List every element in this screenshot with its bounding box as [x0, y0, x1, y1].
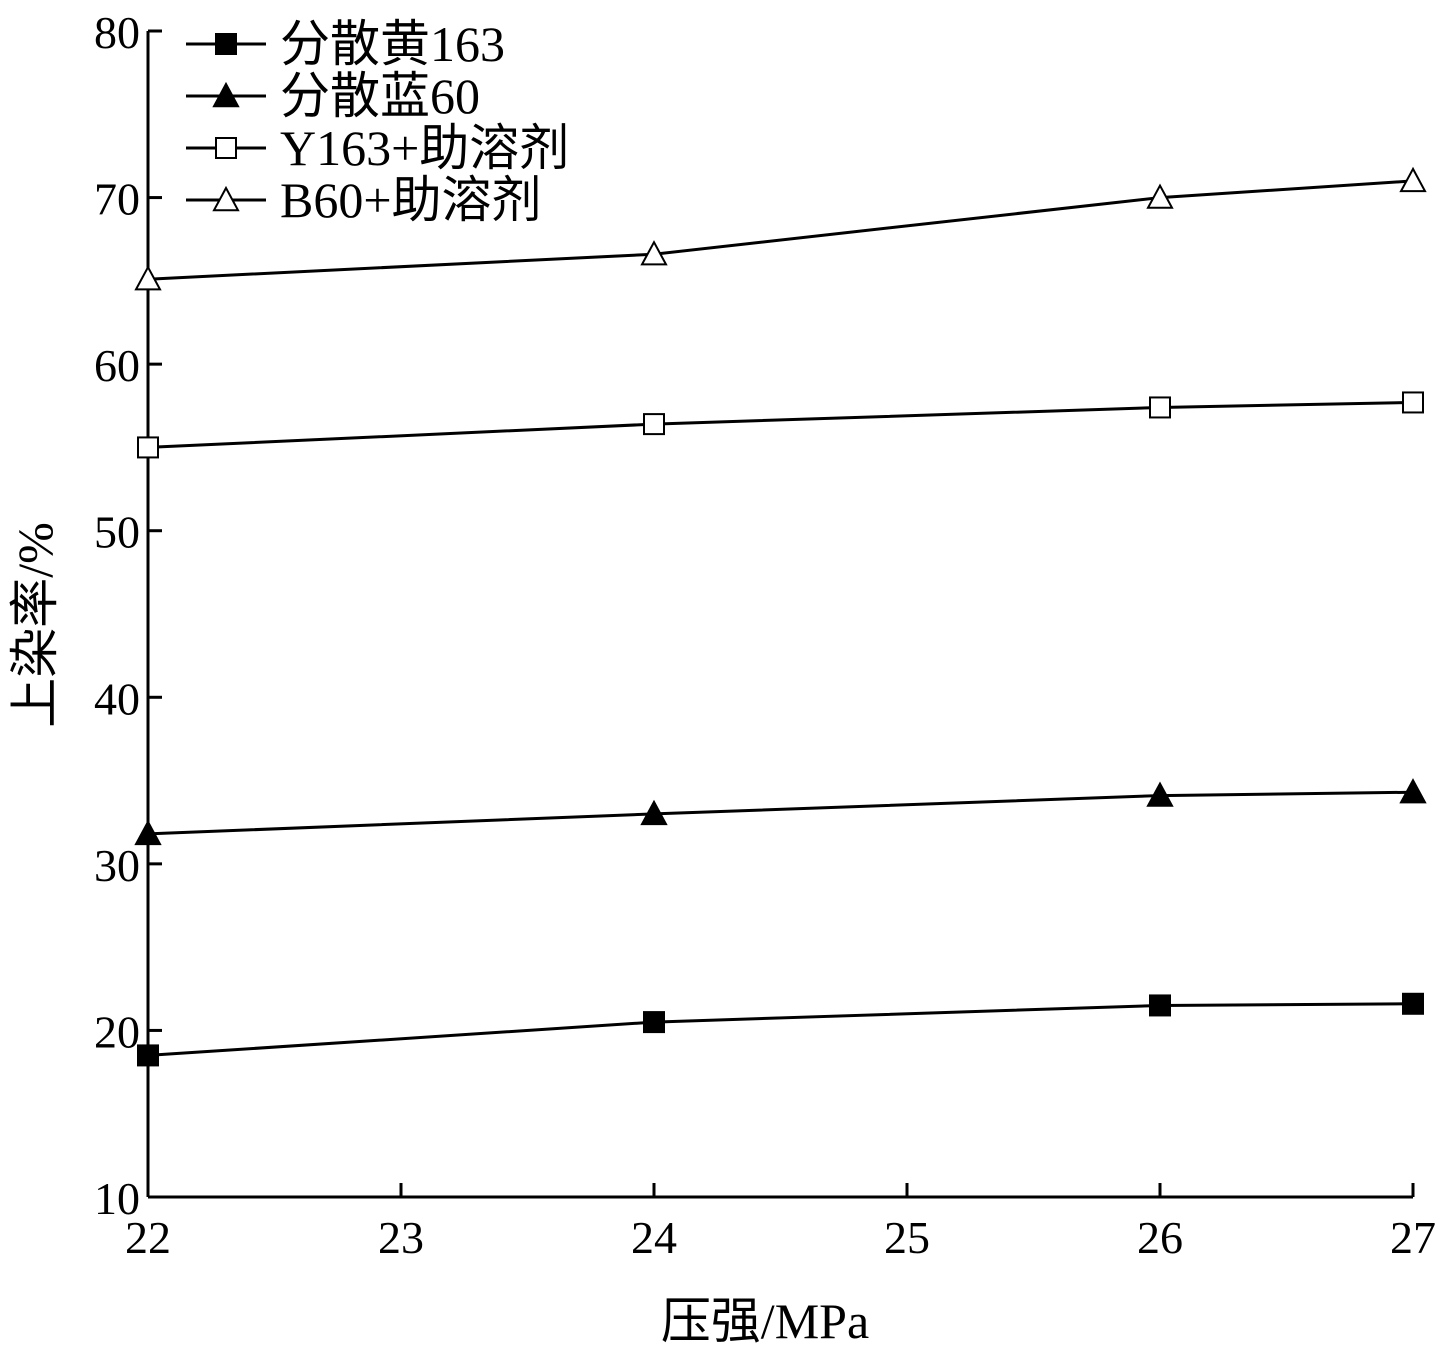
legend-label: Y163+助溶剂	[280, 120, 569, 176]
x-axis-title: 压强/MPa	[661, 1293, 869, 1349]
series-3	[137, 391, 1424, 459]
series-line	[147, 790, 1414, 836]
y-tick-label: 80	[94, 7, 140, 58]
x-tick-label: 23	[378, 1212, 424, 1263]
legend-label: 分散黄163	[280, 16, 505, 72]
x-tick-label: 27	[1390, 1212, 1436, 1263]
y-tick-label: 70	[94, 174, 140, 225]
series-line	[147, 1002, 1414, 1057]
x-tick-label: 25	[884, 1212, 930, 1263]
legend-label: 分散蓝60	[280, 68, 480, 124]
legend-item: B60+助溶剂	[186, 172, 542, 228]
series-layer	[134, 166, 1427, 1067]
y-tick-label: 30	[94, 840, 140, 891]
legend-marker	[215, 33, 237, 55]
data-point	[1399, 778, 1427, 804]
data-point	[643, 1011, 665, 1034]
y-tick-label: 40	[94, 673, 140, 724]
data-point	[640, 240, 668, 266]
axes: 10 20 30 40 50 60 70 80 22 23 24 25 26 27	[94, 7, 1436, 1263]
series-line	[147, 400, 1414, 449]
data-point	[134, 265, 162, 291]
legend-label: B60+助溶剂	[280, 172, 542, 228]
legend-marker	[215, 137, 237, 159]
data-point	[1402, 391, 1424, 414]
data-point	[137, 1044, 159, 1067]
x-tick-label: 24	[631, 1212, 677, 1263]
series-4	[134, 166, 1427, 291]
data-point	[643, 413, 665, 436]
data-point	[640, 799, 668, 826]
legend-item: Y163+助溶剂	[186, 120, 569, 176]
series-2	[134, 778, 1427, 846]
legend-marker	[212, 81, 240, 108]
series-line	[147, 179, 1414, 281]
data-point	[1146, 183, 1174, 209]
y-tick-label: 50	[94, 507, 140, 558]
series-1	[137, 992, 1424, 1067]
y-tick-label: 20	[94, 1006, 140, 1057]
data-point	[134, 819, 162, 846]
data-point	[137, 436, 159, 459]
data-point	[1149, 396, 1171, 419]
x-tick-label: 22	[125, 1212, 171, 1263]
y-tick-label: 60	[94, 340, 140, 391]
data-point	[1149, 994, 1171, 1017]
data-point	[1146, 781, 1174, 807]
legend-item: 分散蓝60	[186, 68, 480, 124]
legend-item: 分散黄163	[186, 16, 505, 72]
x-tick-label: 26	[1137, 1212, 1183, 1263]
legend-marker	[212, 185, 240, 212]
data-point	[1399, 166, 1427, 193]
y-tick-label: 10	[94, 1173, 140, 1224]
y-axis-title: 上染率/%	[7, 522, 63, 728]
data-point	[1402, 992, 1424, 1015]
